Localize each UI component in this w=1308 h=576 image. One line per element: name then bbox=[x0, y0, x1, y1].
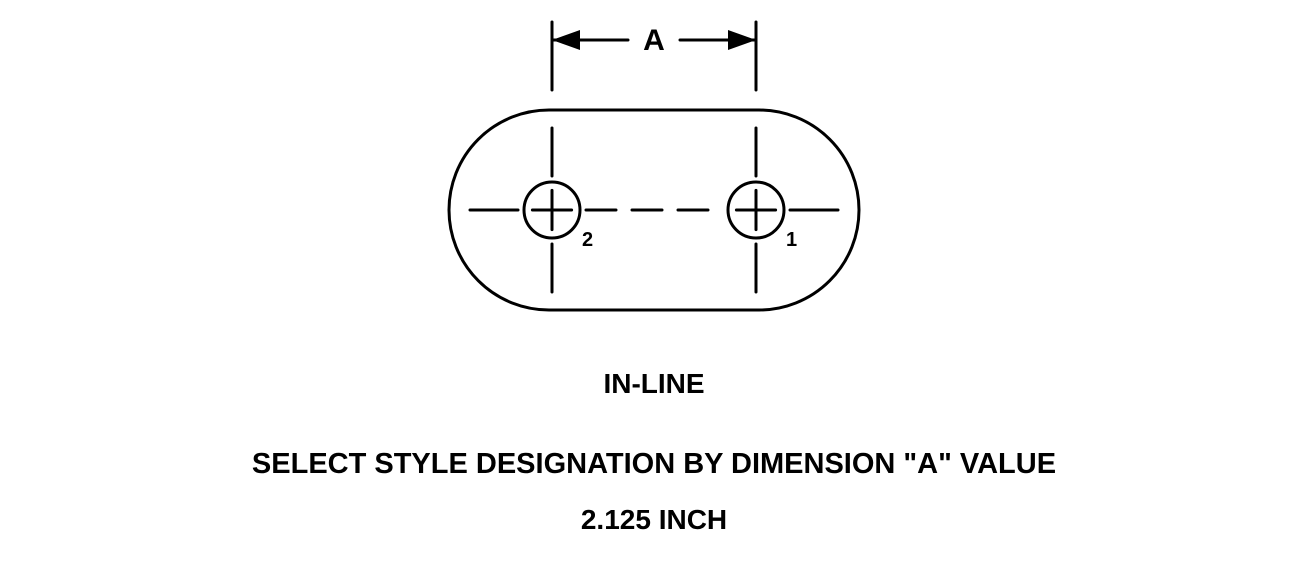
hole-label-1: 1 bbox=[786, 229, 797, 251]
caption-line1: IN-LINE bbox=[0, 368, 1308, 400]
caption-line3: 2.125 INCH bbox=[0, 504, 1308, 536]
dimension-a-label: A bbox=[643, 24, 665, 57]
hole-label-2: 2 bbox=[582, 229, 593, 251]
caption-line2: SELECT STYLE DESIGNATION BY DIMENSION "A… bbox=[0, 448, 1308, 481]
diagram-svg: A 2 1 bbox=[0, 0, 1308, 576]
